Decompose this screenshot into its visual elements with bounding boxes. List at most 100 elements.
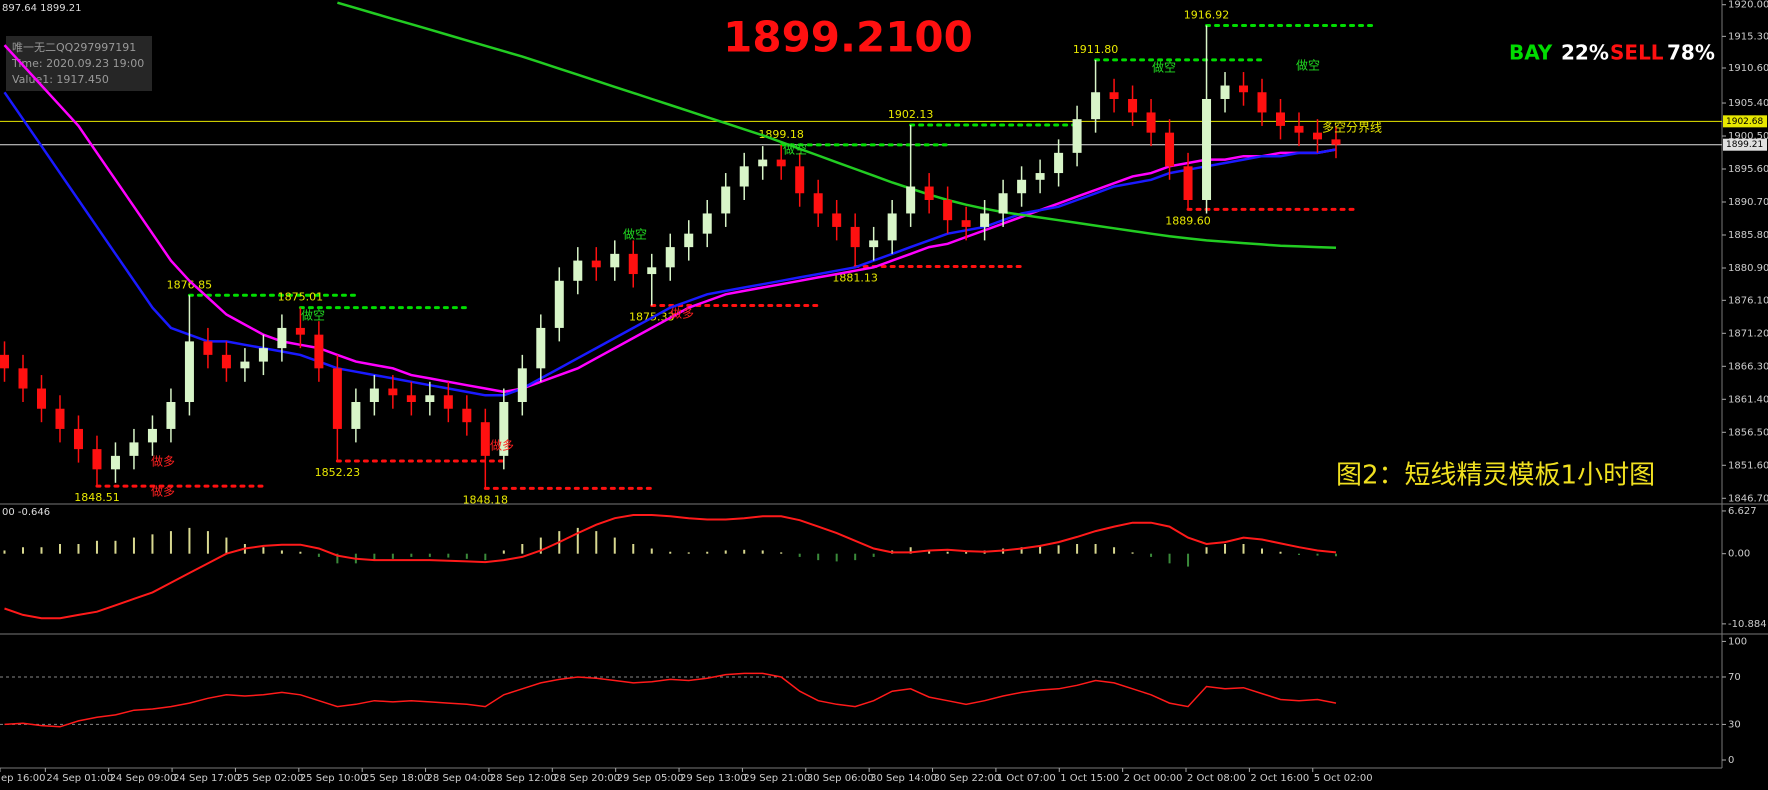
candle-body (869, 240, 879, 248)
y-tick-label: 1920.00 (1728, 0, 1768, 11)
y-tick-label: 30 (1728, 719, 1741, 730)
candle-body (906, 186, 916, 214)
y-tick-label: 1851.60 (1728, 460, 1768, 471)
candle-body (295, 327, 305, 335)
candle-body (1239, 85, 1249, 93)
signal-text: SELL (1610, 41, 1664, 65)
moving-average (337, 1, 1337, 250)
annotation: 做空 (623, 227, 647, 242)
y-tick-label: 1905.40 (1728, 98, 1768, 109)
annotation: 做空 (783, 142, 807, 157)
candle-body (258, 348, 268, 362)
price-label: 1902.68 (1726, 117, 1763, 127)
x-tick-label: 28 Sep 20:00 (553, 773, 620, 784)
level-label: 1852.23 (315, 466, 361, 479)
candle-body (73, 428, 83, 450)
candle-body (647, 267, 657, 275)
candle-body (332, 368, 342, 429)
candle-body (813, 193, 823, 214)
candle-body (943, 199, 953, 221)
annotation: 做多 (490, 438, 514, 453)
candle-body (1312, 132, 1322, 140)
x-tick-label: 29 Sep 21:00 (743, 773, 810, 784)
y-tick-label: 1910.60 (1728, 63, 1768, 74)
level-label: 1899.18 (758, 128, 804, 141)
annotation: 做空 (1296, 58, 1320, 73)
candle-body (1294, 125, 1304, 133)
price-label-box (1723, 138, 1767, 151)
candle-body (591, 260, 601, 268)
candle-body (610, 253, 620, 268)
level-label: 1875.01 (278, 291, 324, 304)
level-label: 1881.13 (832, 271, 878, 284)
candle-body (628, 253, 638, 275)
candle-body (1165, 132, 1175, 167)
level-label: 1916.92 (1184, 8, 1230, 21)
candle-body (1276, 112, 1286, 126)
x-tick-label: 28 Sep 04:00 (427, 773, 494, 784)
candle-body (499, 401, 509, 456)
candle-body (684, 233, 694, 248)
candle-body (1146, 112, 1156, 133)
x-tick-label: ep 16:00 (1, 773, 46, 784)
moving-average (3, 44, 1337, 394)
candle-body (18, 368, 28, 389)
candle-body (1183, 166, 1193, 200)
candle-body (665, 247, 675, 268)
x-tick-label: 28 Sep 12:00 (490, 773, 557, 784)
candle-body (1331, 139, 1341, 145)
candle-body (351, 401, 361, 429)
candle-body (554, 280, 564, 328)
x-tick-label: 29 Sep 13:00 (680, 773, 747, 784)
info-box (6, 36, 152, 91)
candle-body (850, 226, 860, 248)
annotation: 做空 (1152, 60, 1176, 75)
x-tick-label: 24 Sep 09:00 (110, 773, 177, 784)
x-tick-label: 24 Sep 17:00 (173, 773, 240, 784)
candle-body (832, 213, 842, 227)
y-tick-label: -10.884 (1728, 619, 1767, 630)
price-label: 1899.21 (1726, 140, 1763, 150)
macd-signal (4, 514, 1337, 620)
signal-text: BAY (1509, 41, 1553, 65)
y-tick-label: 1861.40 (1728, 394, 1768, 405)
candle-body (480, 422, 490, 456)
y-tick-label: 1846.70 (1728, 493, 1768, 504)
annotation: 做多 (151, 484, 175, 499)
candle-body (221, 354, 231, 369)
candle-body (36, 388, 46, 409)
macd-header: 00 -0.646 (2, 507, 50, 518)
signal-text: 22% (1561, 41, 1609, 65)
candle-body (721, 186, 731, 214)
candle-body (573, 260, 583, 281)
x-tick-label: 2 Oct 08:00 (1187, 773, 1246, 784)
annotation: 多空分界线 (1322, 121, 1382, 135)
candle-body (166, 401, 176, 429)
price-label-box (1723, 115, 1767, 128)
level-label: 1876.85 (167, 278, 213, 291)
level-label: 1889.60 (1165, 214, 1211, 227)
x-tick-label: 25 Sep 18:00 (363, 773, 430, 784)
x-tick-label: 30 Sep 14:00 (870, 773, 937, 784)
candle-body (517, 368, 527, 402)
y-tick-label: 1880.90 (1728, 263, 1768, 274)
x-tick-label: 1 Oct 15:00 (1060, 773, 1119, 784)
y-tick-label: 1866.30 (1728, 361, 1768, 372)
candle-body (203, 341, 213, 355)
x-tick-label: 2 Oct 00:00 (1124, 773, 1183, 784)
y-tick-label: 1871.20 (1728, 328, 1768, 339)
candle-body (758, 159, 768, 167)
candle-body (1091, 92, 1101, 120)
info-line: Value1: 1917.450 (12, 73, 109, 86)
candle-body (443, 395, 453, 409)
candle-body (110, 455, 120, 470)
x-tick-label: 25 Sep 02:00 (236, 773, 303, 784)
x-tick-label: 24 Sep 01:00 (46, 773, 113, 784)
candle-body (129, 442, 139, 456)
y-tick-label: 70 (1728, 672, 1741, 683)
info-line: Time: 2020.09.23 19:00 (11, 57, 144, 70)
signal-text: 78% (1667, 41, 1715, 65)
x-tick-label: 29 Sep 05:00 (617, 773, 684, 784)
candle-body (1128, 98, 1138, 113)
